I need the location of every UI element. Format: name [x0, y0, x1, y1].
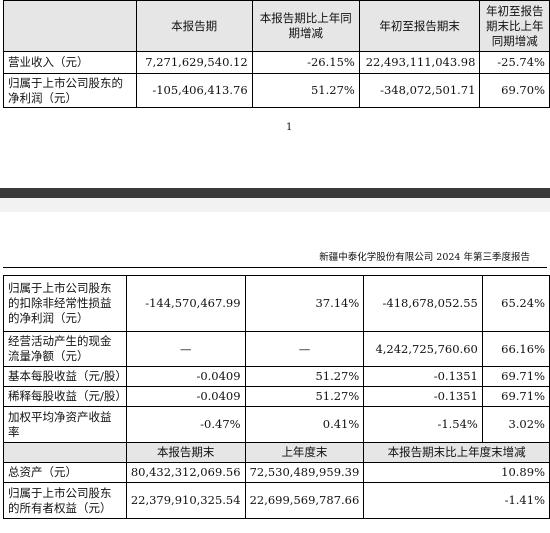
cell-value: -0.1351 [363, 386, 483, 407]
cell-value: 10.89% [363, 462, 550, 483]
header-cell [3, 442, 127, 463]
header-cell: 本报告期 [135, 0, 253, 52]
financial-detail-table: 归属于上市公司股东的扣除非经常性损益的净利润（元） -144,570,467.9… [3, 275, 550, 519]
table-row: 营业收入（元） 7,271,629,540.12 -26.15% 22,493,… [3, 51, 550, 74]
cell-value: — [244, 331, 365, 367]
row-label: 经营活动产生的现金流量净额（元） [3, 331, 127, 367]
table-subheader-row: 本报告期末 上年度末 本报告期末比上年度末增减 [3, 442, 550, 463]
table-row: 稀释每股收益（元/股） -0.0409 51.27% -0.1351 69.71… [3, 386, 550, 407]
page-separator [0, 188, 550, 198]
cell-value: 4,242,725,760.60 [363, 331, 483, 367]
table-row: 归属于上市公司股东的净利润（元） -105,406,413.76 51.27% … [3, 73, 550, 108]
row-label: 营业收入（元） [3, 51, 137, 74]
cell-value: 0.41% [244, 406, 365, 443]
row-label: 归属于上市公司股东的所有者权益（元） [3, 482, 127, 519]
cell-value: 69.71% [481, 386, 550, 407]
cell-value: -0.0409 [125, 386, 246, 407]
cell-value: -144,570,467.99 [125, 275, 246, 332]
cell-value: 72,530,489,959.39 [244, 462, 365, 483]
row-label: 归属于上市公司股东的净利润（元） [3, 73, 137, 108]
cell-value: 37.14% [244, 275, 365, 332]
row-label: 基本每股收益（元/股） [3, 366, 127, 387]
table-row: 归属于上市公司股东的所有者权益（元） 22,379,910,325.54 22,… [3, 482, 550, 519]
table-row: 基本每股收益（元/股） -0.0409 51.27% -0.1351 69.71… [3, 366, 550, 387]
cell-value: -1.41% [363, 482, 550, 519]
cell-value: -348,072,501.71 [358, 73, 481, 108]
cell-value: 51.27% [244, 366, 365, 387]
cell-value: 22,493,111,043.98 [358, 51, 481, 74]
table-row: 加权平均净资产收益率 -0.47% 0.41% -1.54% 3.02% [3, 406, 550, 443]
cell-value: 51.27% [251, 73, 360, 108]
cell-value: 80,432,312,069.56 [125, 462, 246, 483]
header-cell: 年初至报告期末比上年同期增减 [479, 0, 550, 52]
header-cell: 本报告期比上年同期增减 [251, 0, 360, 52]
cell-value: 66.16% [481, 331, 550, 367]
cell-value: -418,678,052.55 [363, 275, 483, 332]
table-header-row: 本报告期 本报告期比上年同期增减 年初至报告期末 年初至报告期末比上年同期增减 [3, 0, 550, 52]
header-cell: 上年度末 [244, 442, 365, 463]
cell-value: -105,406,413.76 [135, 73, 253, 108]
row-label: 稀释每股收益（元/股） [3, 386, 127, 407]
cell-value: -1.54% [363, 406, 483, 443]
row-label: 总资产（元） [3, 462, 127, 483]
financial-summary-table: 本报告期 本报告期比上年同期增减 年初至报告期末 年初至报告期末比上年同期增减 … [3, 0, 550, 108]
cell-value: -26.15% [251, 51, 360, 74]
cell-value: 69.70% [479, 73, 550, 108]
cell-value: 7,271,629,540.12 [135, 51, 253, 74]
report-page-2: 新疆中泰化学股份有限公司 2024 年第三季度报告 归属于上市公司股东的扣除非经… [0, 212, 550, 533]
header-cell [3, 0, 137, 52]
table-row: 归属于上市公司股东的扣除非经常性损益的净利润（元） -144,570,467.9… [3, 275, 550, 332]
cell-value: 22,379,910,325.54 [125, 482, 246, 519]
page-number: 1 [286, 122, 293, 133]
cell-value: 22,699,569,787.66 [244, 482, 365, 519]
row-label: 加权平均净资产收益率 [3, 406, 127, 443]
cell-value: 3.02% [481, 406, 550, 443]
running-header: 新疆中泰化学股份有限公司 2024 年第三季度报告 [319, 252, 530, 263]
header-cell: 本报告期末比上年度末增减 [363, 442, 550, 463]
cell-value: 65.24% [481, 275, 550, 332]
cell-value: -0.0409 [125, 366, 246, 387]
header-cell: 本报告期末 [125, 442, 246, 463]
cell-value: -25.74% [479, 51, 550, 74]
header-rule [3, 267, 547, 268]
cell-value: 69.71% [481, 366, 550, 387]
row-label: 归属于上市公司股东的扣除非经常性损益的净利润（元） [3, 275, 127, 332]
page-gutter [0, 198, 550, 212]
cell-value: 51.27% [244, 386, 365, 407]
report-page-1: 本报告期 本报告期比上年同期增减 年初至报告期末 年初至报告期末比上年同期增减 … [0, 0, 550, 188]
cell-value: -0.1351 [363, 366, 483, 387]
table-row: 经营活动产生的现金流量净额（元） — — 4,242,725,760.60 66… [3, 331, 550, 367]
cell-value: — [125, 331, 246, 367]
header-cell: 年初至报告期末 [358, 0, 481, 52]
table-row: 总资产（元） 80,432,312,069.56 72,530,489,959.… [3, 462, 550, 483]
cell-value: -0.47% [125, 406, 246, 443]
